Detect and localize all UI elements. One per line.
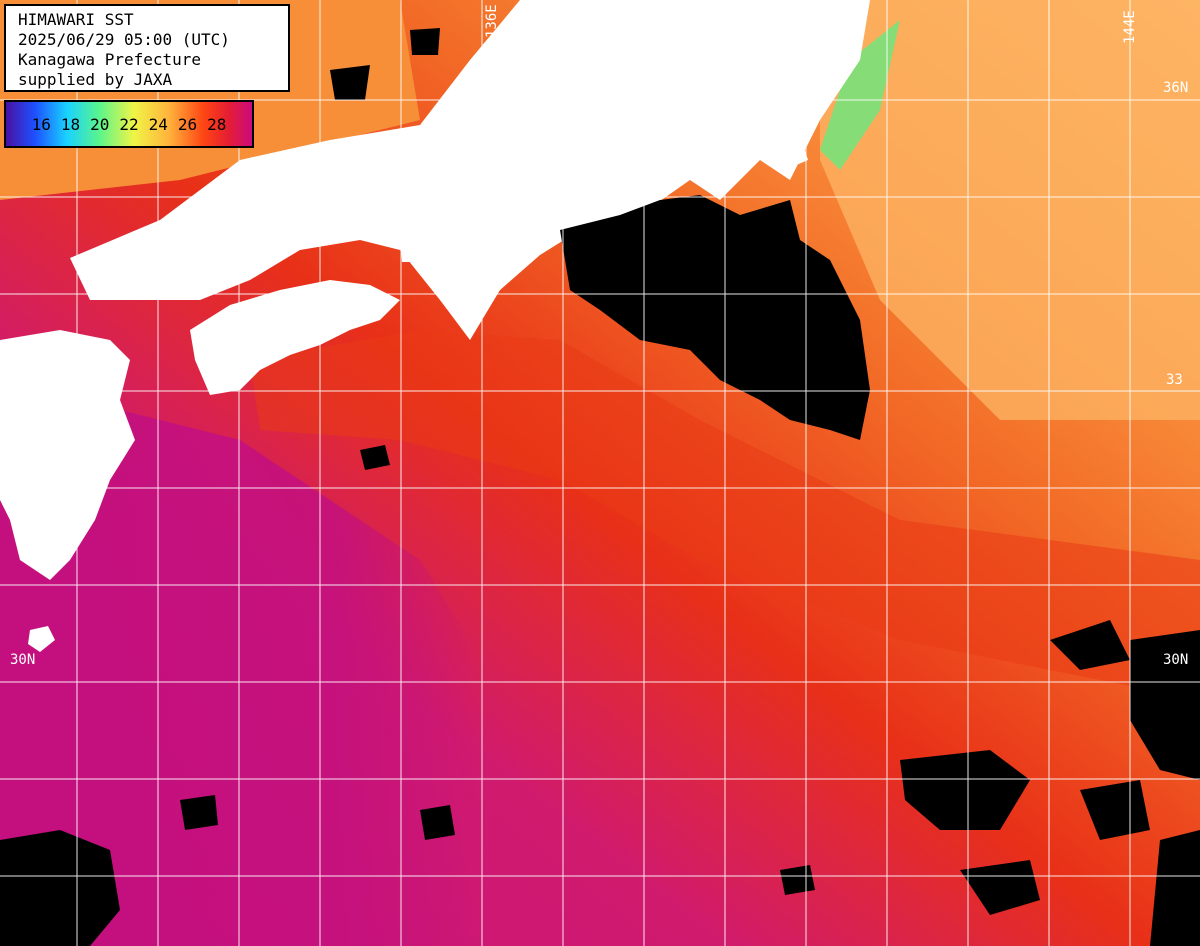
legend-label-24: 24 (148, 114, 168, 134)
map-title: HIMAWARI SST (18, 10, 134, 29)
legend-gradient (5, 101, 253, 147)
kyushu-land (0, 330, 135, 580)
temperature-legend: 16 18 20 22 24 26 28 (4, 100, 254, 148)
lat-label-30n-right: 30N (1163, 652, 1189, 668)
lat-label-33n-left: 33 (12, 372, 29, 388)
info-box: HIMAWARI SST 2025/06/29 05:00 (UTC) Kana… (4, 4, 290, 92)
legend-label-16: 16 (31, 114, 51, 134)
credit-label: supplied by JAXA (18, 70, 173, 89)
small-island (28, 626, 55, 652)
cold-coastal-water (820, 20, 900, 170)
lon-label-136e: 136E (484, 4, 500, 38)
legend-label-28: 28 (207, 114, 227, 134)
legend-label-20: 20 (90, 114, 110, 134)
lat-label-33n-right: 33 (1166, 372, 1183, 388)
legend-label-26: 26 (177, 114, 198, 134)
lat-label-30n-left: 30N (10, 652, 36, 668)
lat-label-36n-right: 36N (1163, 80, 1189, 96)
honshu-land (70, 0, 870, 340)
lon-label-144e: 144E (1122, 10, 1138, 44)
region-label: Kanagawa Prefecture (18, 50, 202, 69)
izu-island (770, 135, 808, 170)
shikoku-land (190, 280, 400, 395)
northeast-cool-water (820, 0, 1200, 420)
legend-label-18: 18 (60, 114, 81, 134)
warm-water-region (0, 410, 480, 946)
awaji-island (400, 232, 430, 262)
cloud-mask (0, 28, 1200, 946)
legend-label-22: 22 (119, 114, 139, 134)
timestamp: 2025/06/29 05:00 (UTC) (18, 30, 230, 49)
